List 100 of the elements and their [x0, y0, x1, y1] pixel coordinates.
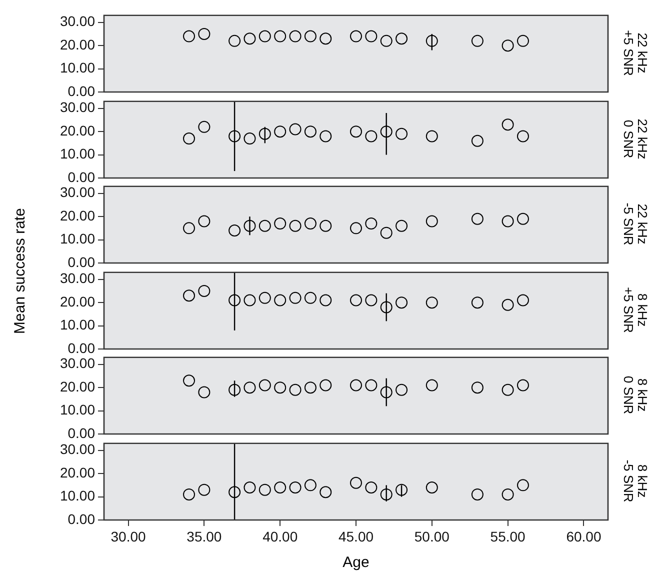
y-tick-label: 30.00: [60, 356, 96, 372]
point: [228, 130, 241, 142]
y-tick-label: 10.00: [60, 488, 96, 504]
point: [198, 284, 210, 297]
y-tick-label: 30.00: [60, 441, 96, 458]
point: [471, 134, 484, 146]
y-tick-label: 30.00: [60, 13, 96, 30]
point: [396, 127, 408, 140]
y-tick-label: 30.00: [60, 184, 96, 200]
point: [304, 292, 316, 304]
point: [274, 382, 286, 394]
y-tick-label: 10.00: [60, 145, 96, 162]
y-tick-label: 0.00: [68, 510, 96, 527]
point: [516, 34, 529, 47]
point: [183, 488, 196, 500]
point: [320, 130, 332, 142]
point: [471, 213, 484, 226]
point: [350, 125, 362, 138]
point: [258, 380, 271, 392]
point: [228, 384, 241, 396]
point: [289, 220, 302, 232]
point: [426, 34, 438, 47]
y2-axis-title: 8 kHz +5 SNR: [621, 286, 650, 333]
y-tick-label: 0.00: [68, 82, 96, 99]
y-tick-label: 10.00: [60, 60, 96, 76]
point: [289, 292, 302, 304]
point: [380, 125, 392, 138]
point: [350, 294, 362, 306]
point: [426, 380, 438, 392]
y-tick-label: 10.00: [60, 402, 96, 418]
y2-axis-title: 8 kHz 0 SNR: [621, 376, 650, 415]
y-tick-label: 20.00: [60, 464, 96, 480]
point: [320, 294, 332, 306]
point: [304, 382, 316, 394]
point: [258, 220, 271, 232]
point: [502, 40, 514, 52]
x-tick-label: 55.00: [490, 528, 526, 544]
point: [258, 484, 271, 496]
point: [244, 482, 256, 494]
point: [471, 296, 484, 308]
point: [396, 384, 408, 396]
point: [274, 218, 286, 230]
x-tick-label: 35.00: [186, 528, 222, 544]
point: [365, 30, 378, 42]
y-axis-title: Mean success rate: [12, 208, 28, 334]
point: [350, 380, 362, 392]
point: [304, 218, 316, 230]
x-tick-label: 45.00: [338, 528, 374, 544]
y-tick-label: 10.00: [60, 230, 96, 247]
point: [320, 220, 332, 232]
point: [426, 215, 438, 228]
x-tick-label: 60.00: [566, 528, 602, 544]
point: [228, 224, 241, 237]
point: [289, 30, 302, 42]
point: [380, 227, 392, 240]
point: [198, 215, 210, 228]
y-tick-label: 0.00: [68, 425, 96, 442]
point: [365, 130, 378, 142]
point: [258, 292, 271, 304]
point: [274, 482, 286, 494]
point: [304, 479, 316, 492]
y-tick-label: 30.00: [60, 270, 96, 286]
point: [426, 130, 438, 142]
point: [365, 482, 378, 494]
point: [274, 294, 286, 306]
point: [244, 294, 256, 306]
point: [198, 28, 210, 40]
point: [380, 386, 392, 399]
point: [289, 384, 302, 396]
point: [183, 30, 196, 42]
point: [289, 122, 302, 135]
point: [516, 130, 529, 142]
point: [516, 213, 529, 226]
y2-axis-title: 22 kHz +5 SNR: [621, 30, 650, 76]
point: [396, 220, 408, 232]
point: [320, 486, 332, 498]
point: [198, 120, 210, 133]
point: [516, 479, 529, 492]
point: [502, 298, 514, 311]
point: [426, 296, 438, 308]
point: [365, 218, 378, 230]
x-axis-title: Age: [342, 554, 370, 571]
x-tick-label: 50.00: [414, 528, 450, 544]
point: [244, 32, 256, 45]
point: [183, 222, 196, 234]
y2-axis-title: 22 kHz -5 SNR: [621, 202, 650, 246]
point: [396, 296, 408, 308]
point: [502, 118, 514, 130]
point: [471, 34, 484, 47]
x-tick-label: 30.00: [110, 528, 146, 544]
y2-axis-title: 8 kHz -5 SNR: [621, 460, 650, 502]
point: [228, 294, 241, 306]
point: [274, 125, 286, 138]
y2-axis-title: 22 kHz 0 SNR: [621, 118, 650, 159]
y-tick-label: 20.00: [60, 36, 96, 52]
point: [198, 484, 210, 496]
point: [198, 386, 210, 399]
point: [380, 34, 392, 47]
point: [244, 132, 256, 144]
point: [258, 127, 271, 140]
